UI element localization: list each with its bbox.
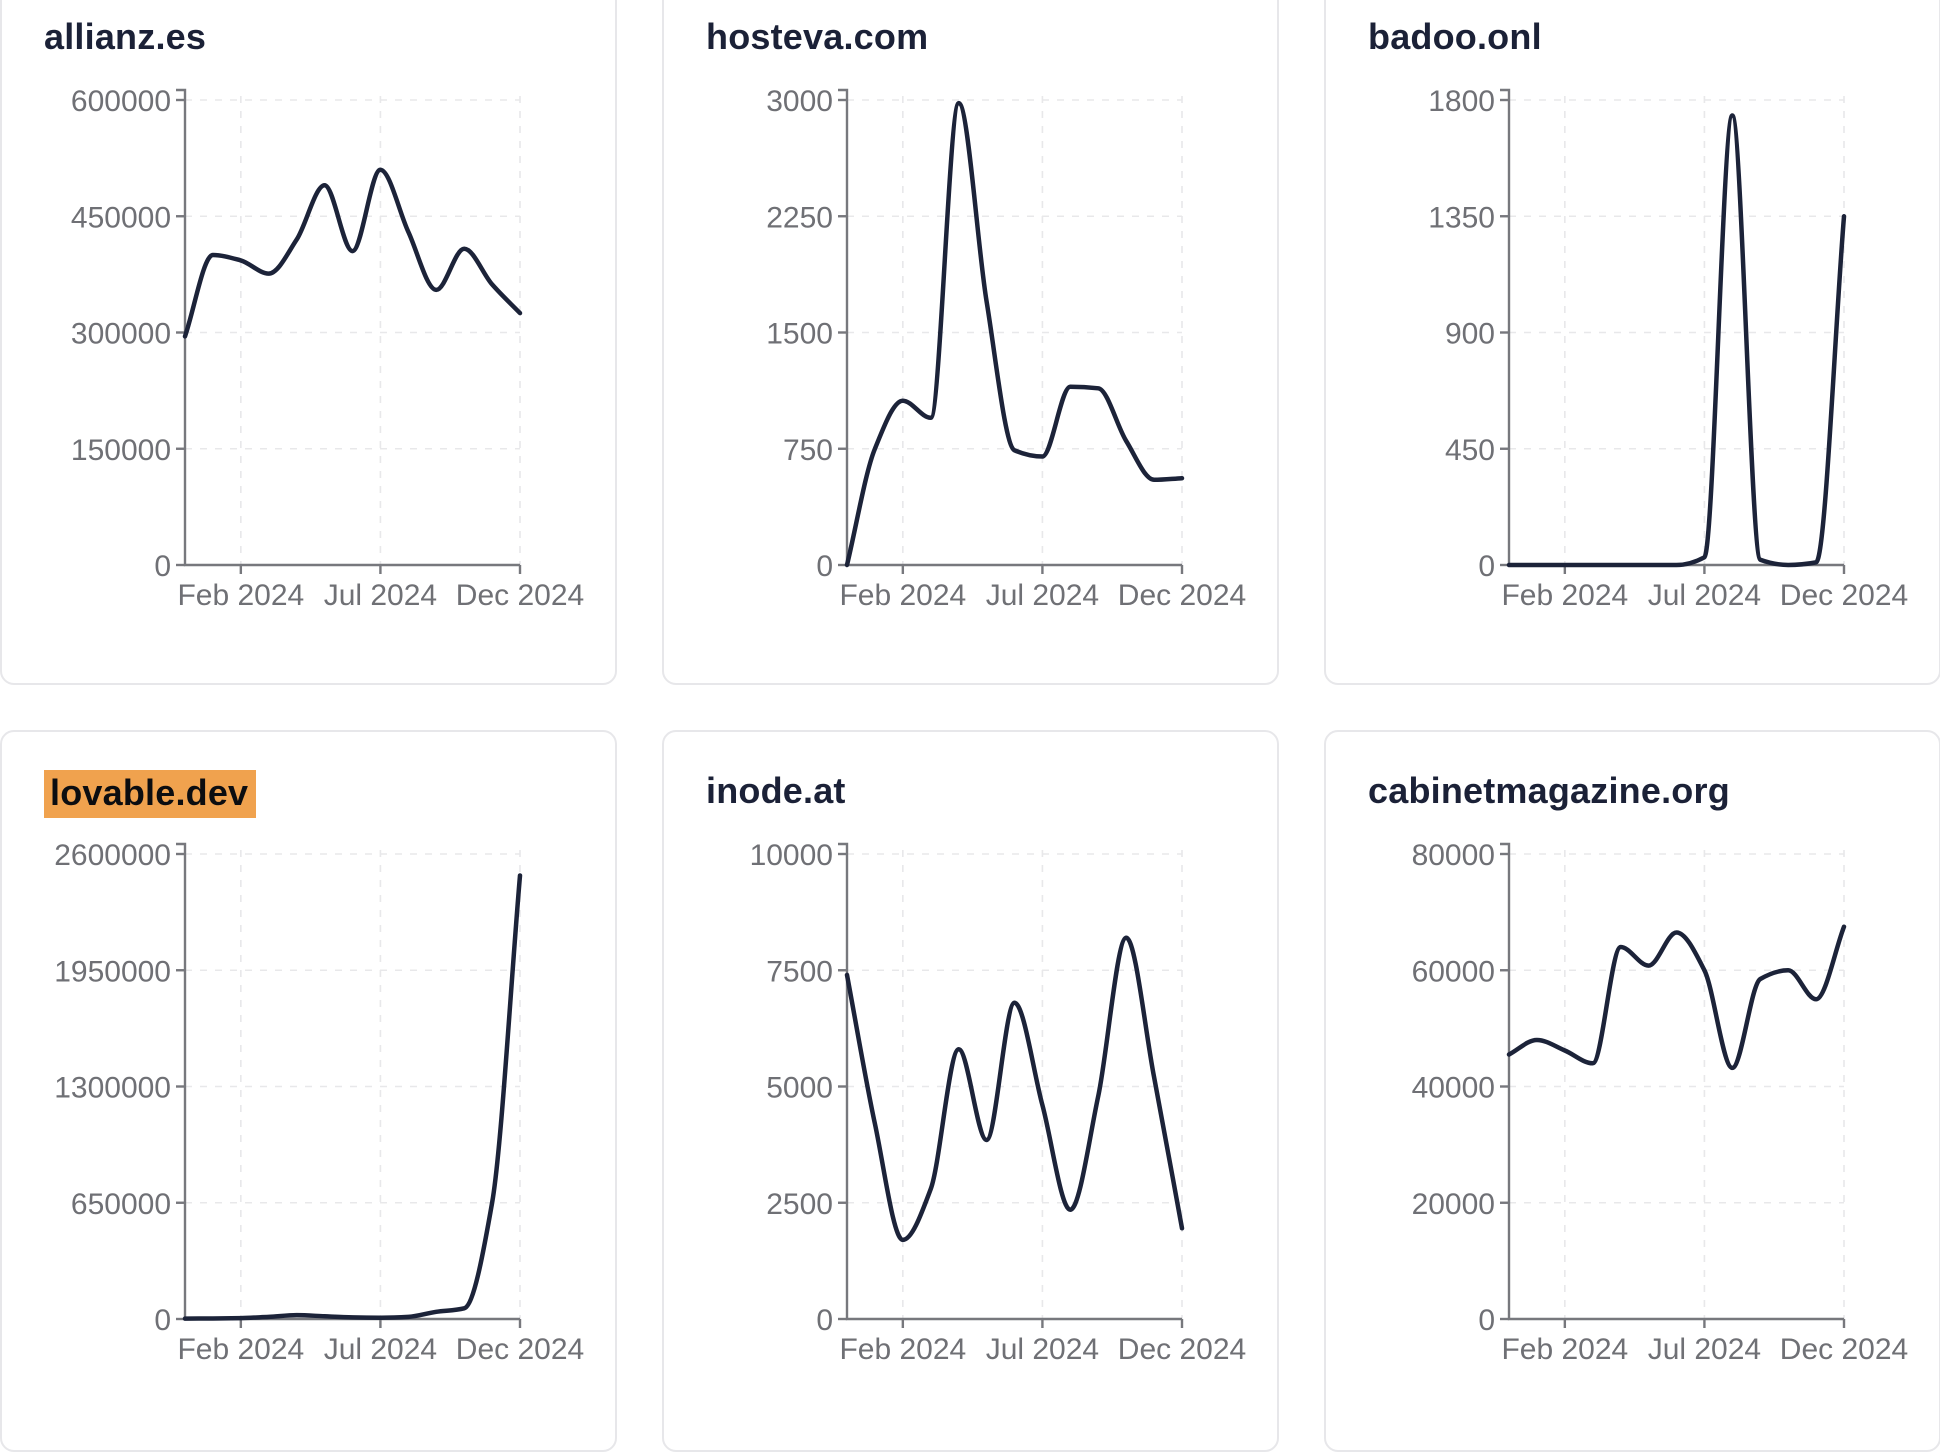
x-axis-tick-label: Feb 2024 <box>1501 579 1628 612</box>
chart-title: inode.at <box>706 770 846 812</box>
line-chart: 0 650000 1300000 1950000 2600000 Feb 2024 Jul … <box>54 839 584 1366</box>
x-axis-tick-label: Jul 2024 <box>1648 1333 1761 1366</box>
chart-title: allianz.es <box>44 16 206 58</box>
series-line <box>1506 924 1847 1071</box>
chart-title-text: lovable.dev <box>44 770 257 818</box>
y-axis-tick-label: 0 <box>154 550 171 583</box>
y-axis-tick-label: 650000 <box>71 1188 171 1221</box>
x-axis-tick-label: Jul 2024 <box>986 579 1099 612</box>
y-axis-tick-label: 5000 <box>766 1072 833 1105</box>
y-axis-tick-label: 2500 <box>766 1188 833 1221</box>
y-axis-tick-label: 900 <box>1445 318 1495 351</box>
chart-card-cabinetmagazine-org[interactable]: cabinetmagazine.org 0 20000 40000 60000 8000… <box>1324 730 1940 1452</box>
series-line <box>844 100 1185 568</box>
y-axis-tick-label: 450 <box>1445 434 1495 467</box>
y-axis-tick-label: 0 <box>1478 550 1495 583</box>
x-axis-tick-label: Dec 2024 <box>1118 579 1246 612</box>
y-axis-tick-label: 300000 <box>71 318 171 351</box>
chart-card-hosteva-com[interactable]: hosteva.com 0 750 1500 2250 3000 Feb 2024 Jul … <box>662 0 1279 685</box>
x-axis-tick-label: Dec 2024 <box>456 1333 584 1366</box>
y-axis-tick-label: 60000 <box>1412 955 1495 988</box>
y-axis-tick-label: 150000 <box>71 434 171 467</box>
x-axis-tick-label: Feb 2024 <box>1501 1333 1628 1366</box>
x-axis-tick-label: Dec 2024 <box>456 579 584 612</box>
series-line <box>1506 113 1847 568</box>
line-chart: 0 750 1500 2250 3000 Feb 2024 Jul 2024 Dec 2024 <box>766 85 1246 612</box>
line-chart: 0 150000 300000 450000 600000 Feb 2024 Jul 202… <box>71 85 584 612</box>
x-axis-tick-label: Jul 2024 <box>986 1333 1099 1366</box>
chart-title: badoo.onl <box>1368 16 1542 58</box>
series-line <box>182 167 523 339</box>
y-axis-tick-label: 2600000 <box>54 839 171 872</box>
y-axis-tick-label: 3000 <box>766 85 833 118</box>
chart-title-text: badoo.onl <box>1368 16 1542 57</box>
y-axis-tick-label: 40000 <box>1412 1072 1495 1105</box>
chart-card-badoo-onl[interactable]: badoo.onl 0 450 900 1350 1800 Feb 2024 Jul 202… <box>1324 0 1940 685</box>
series-line <box>844 935 1185 1243</box>
y-axis-tick-label: 1350 <box>1428 201 1495 234</box>
x-axis-tick-label: Jul 2024 <box>324 579 437 612</box>
x-axis-tick-label: Dec 2024 <box>1780 579 1908 612</box>
x-axis-tick-label: Feb 2024 <box>839 1333 966 1366</box>
y-axis-tick-label: 7500 <box>766 955 833 988</box>
y-axis-tick-label: 80000 <box>1412 839 1495 872</box>
x-axis-tick-label: Feb 2024 <box>177 579 304 612</box>
x-axis-tick-label: Jul 2024 <box>324 1333 437 1366</box>
chart-title: lovable.dev <box>44 770 257 818</box>
chart-title-text: cabinetmagazine.org <box>1368 770 1730 811</box>
line-chart: 0 450 900 1350 1800 Feb 2024 Jul 2024 Dec 2024 <box>1428 85 1908 612</box>
y-axis-tick-label: 1800 <box>1428 85 1495 118</box>
y-axis-tick-label: 1950000 <box>54 955 171 988</box>
y-axis-tick-label: 1300000 <box>54 1072 171 1105</box>
y-axis-tick-label: 2250 <box>766 201 833 234</box>
y-axis-tick-label: 750 <box>783 434 833 467</box>
chart-title-text: hosteva.com <box>706 16 929 57</box>
chart-card-lovable-dev[interactable]: lovable.dev 0 650000 1300000 1950000 2600000… <box>0 730 617 1452</box>
y-axis-tick-label: 10000 <box>750 839 833 872</box>
y-axis-tick-label: 0 <box>816 550 833 583</box>
series-line <box>182 873 523 1321</box>
y-axis-tick-label: 20000 <box>1412 1188 1495 1221</box>
line-chart: 0 2500 5000 7500 10000 Feb 2024 Jul 2024 Dec 20… <box>750 839 1247 1366</box>
chart-card-inode-at[interactable]: inode.at 0 2500 5000 7500 10000 Feb 2024 Jul 2… <box>662 730 1279 1452</box>
line-chart: 0 20000 40000 60000 80000 Feb 2024 Jul 2024 Dec… <box>1412 839 1909 1366</box>
x-axis-tick-label: Dec 2024 <box>1780 1333 1908 1366</box>
chart-title-text: inode.at <box>706 770 846 811</box>
chart-card-allianz-es[interactable]: allianz.es 0 150000 300000 450000 600000 Feb … <box>0 0 617 685</box>
y-axis-tick-label: 600000 <box>71 85 171 118</box>
chart-title: hosteva.com <box>706 16 928 58</box>
x-axis-tick-label: Feb 2024 <box>177 1333 304 1366</box>
x-axis-tick-label: Feb 2024 <box>839 579 966 612</box>
y-axis-tick-label: 0 <box>816 1304 833 1337</box>
chart-title: cabinetmagazine.org <box>1368 770 1730 812</box>
y-axis-tick-label: 450000 <box>71 201 171 234</box>
y-axis-tick-label: 1500 <box>766 318 833 351</box>
y-axis-tick-label: 0 <box>1478 1304 1495 1337</box>
x-axis-tick-label: Jul 2024 <box>1648 579 1761 612</box>
x-axis-tick-label: Dec 2024 <box>1118 1333 1246 1366</box>
chart-title-text: allianz.es <box>44 16 207 57</box>
y-axis-tick-label: 0 <box>154 1304 171 1337</box>
